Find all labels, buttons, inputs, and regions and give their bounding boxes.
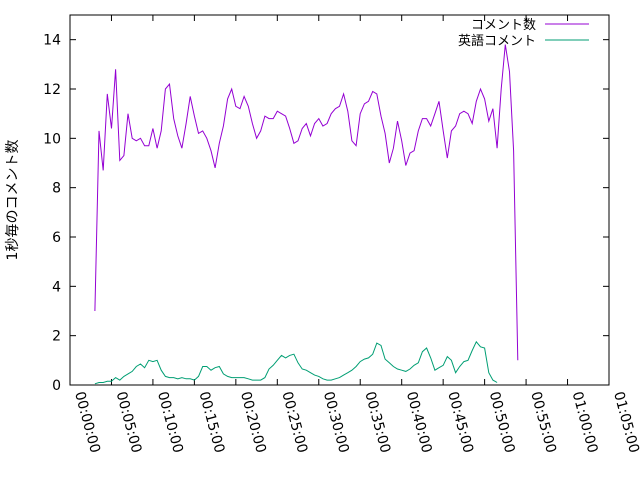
y-axis-tick-labels: 0 2 4 6 8 10 12 14 — [43, 33, 61, 394]
legend: コメント数 英語コメント — [458, 18, 589, 49]
y-tick-label: 0 — [52, 378, 61, 394]
y-tick-label: 2 — [52, 329, 61, 345]
y-tick-label: 12 — [43, 82, 61, 98]
series-line-comment-count — [94, 44, 519, 361]
y-tick-label: 14 — [43, 33, 61, 49]
y-tick-label: 6 — [52, 230, 61, 246]
y-tick-label: 4 — [52, 279, 61, 295]
y-tick-label: 10 — [43, 131, 61, 147]
plot-area-frame — [69, 14, 610, 386]
series-lines — [94, 44, 519, 385]
y-axis-title: 1秒毎のコメント数 — [5, 140, 21, 261]
y-tick-label: 8 — [52, 181, 61, 197]
axis-ticks — [69, 15, 610, 386]
series-line-english-comments — [94, 340, 498, 385]
legend-label-comment-count: コメント数 — [471, 18, 536, 33]
legend-label-english-comments: 英語コメント — [458, 33, 536, 49]
